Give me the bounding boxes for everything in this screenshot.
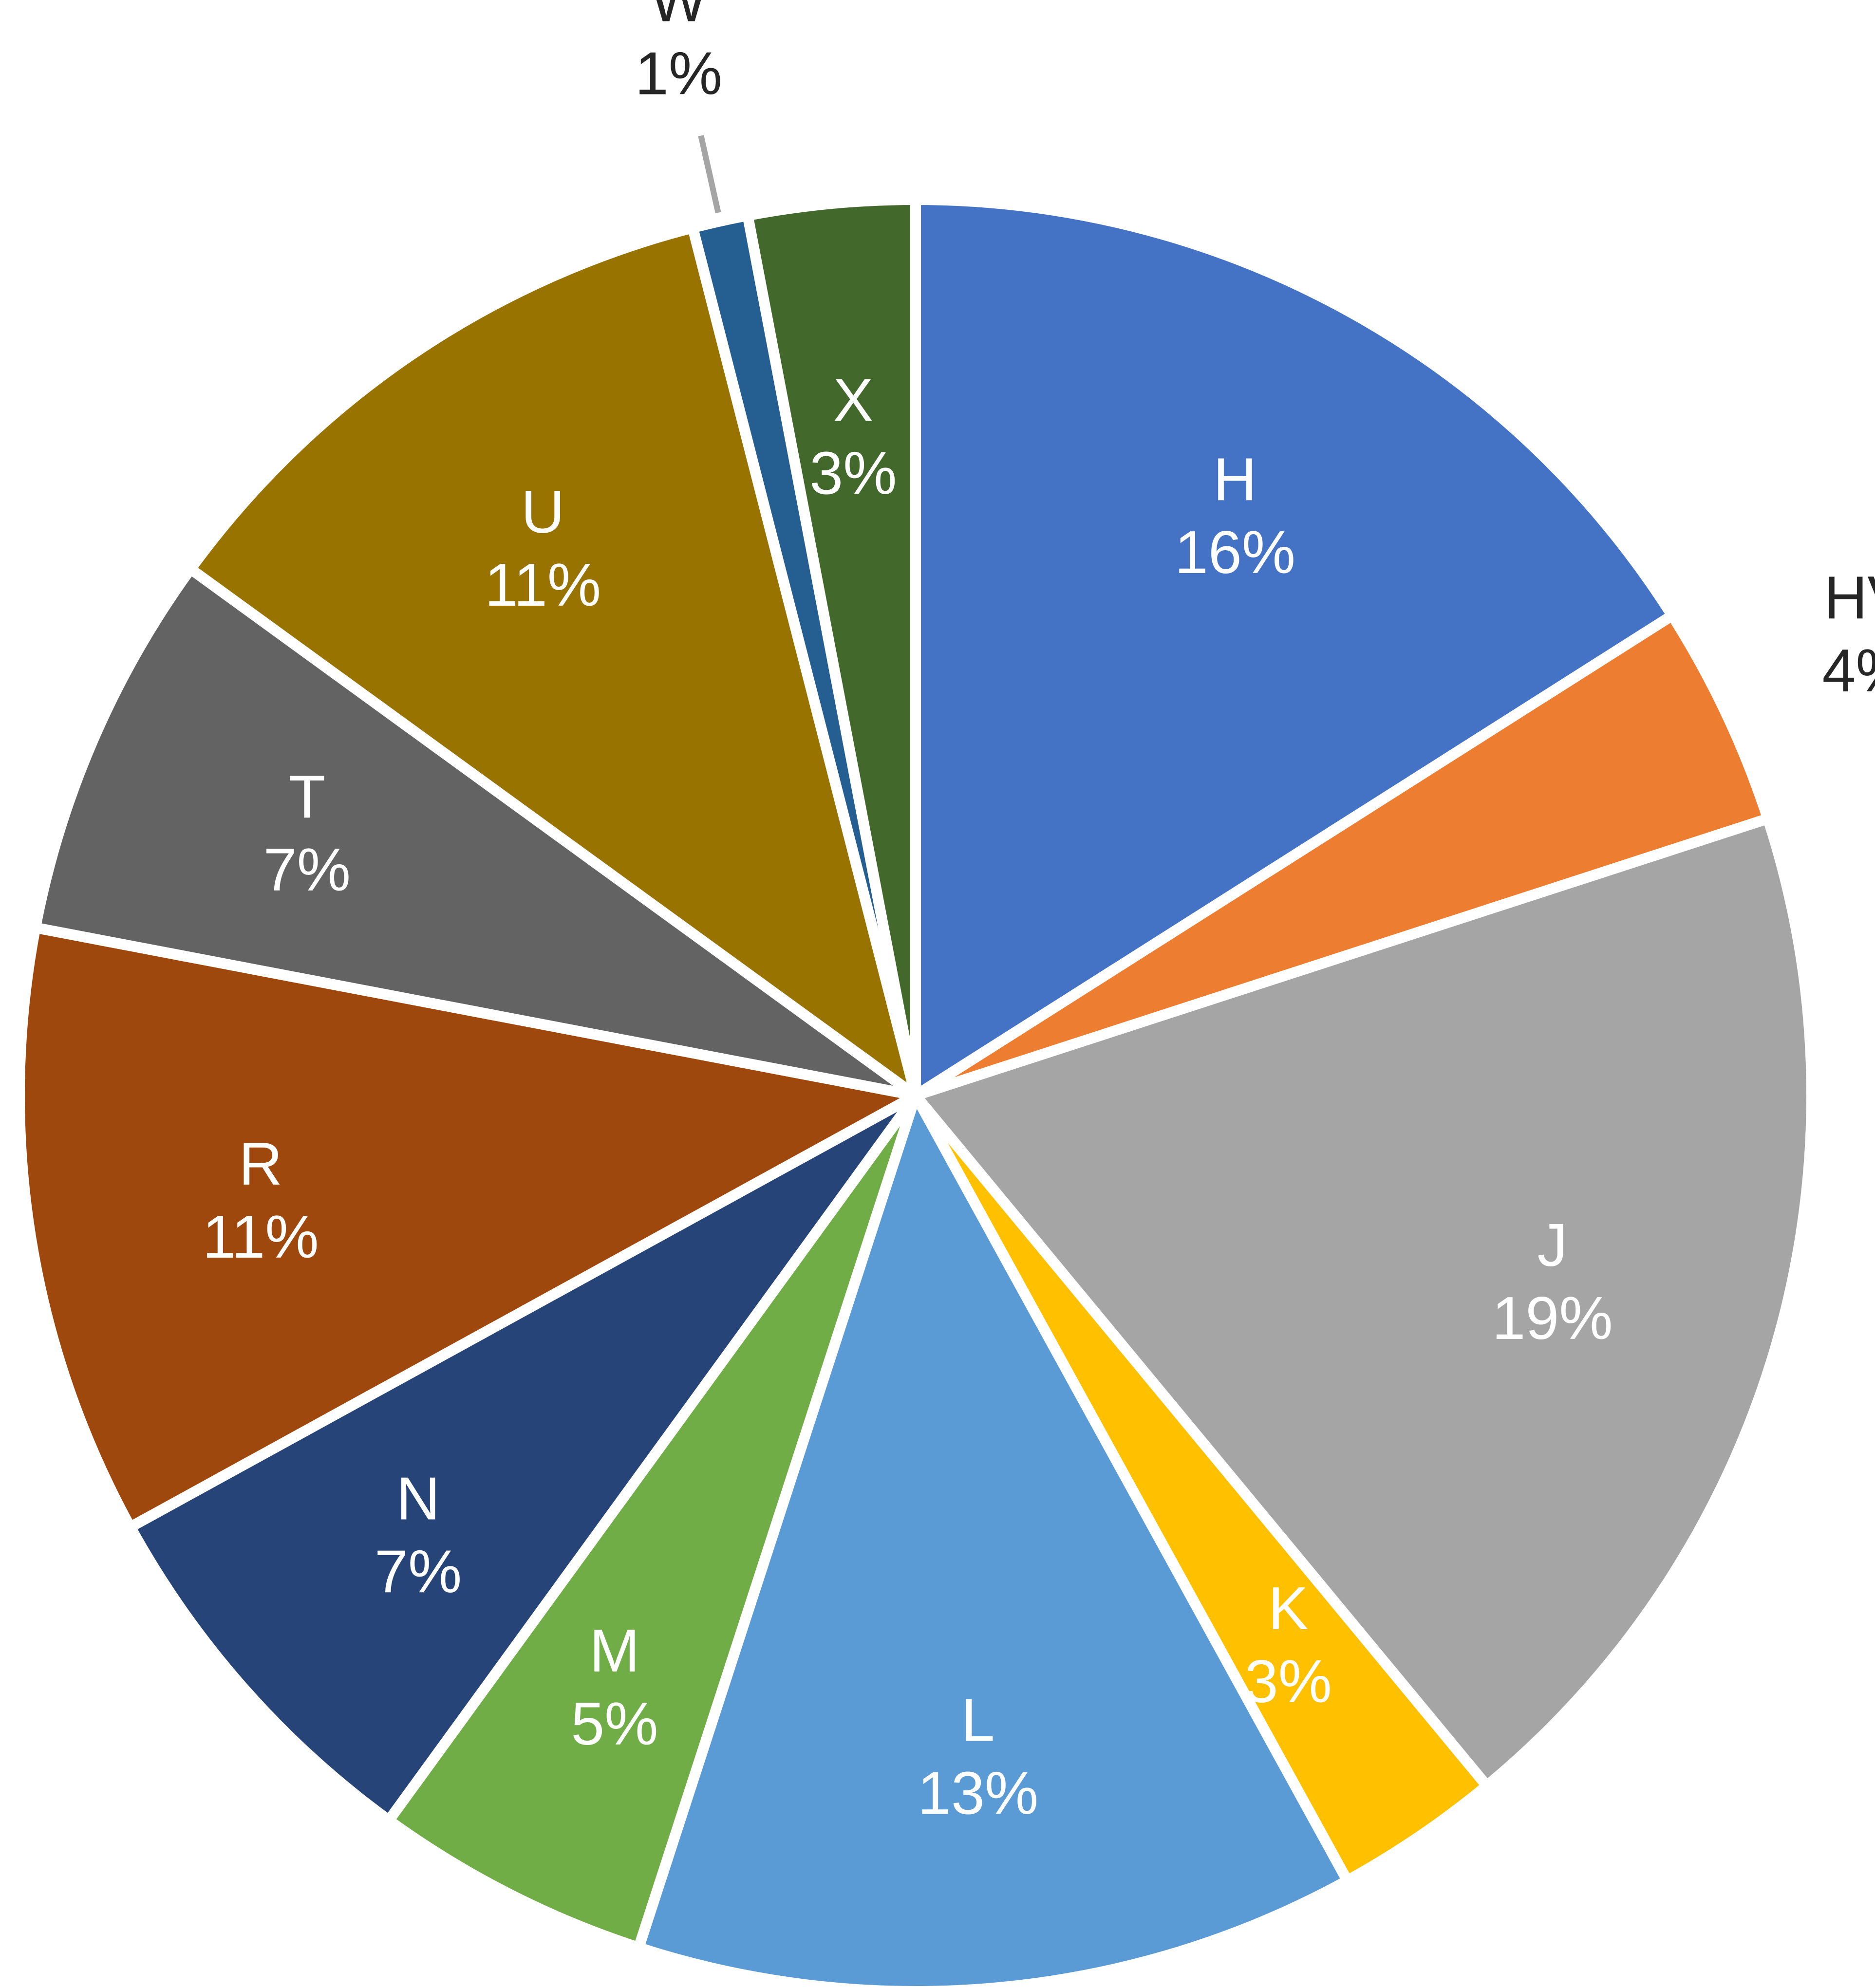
slice-label-name-t: T (289, 763, 326, 831)
slice-label-name-k: K (1268, 1575, 1309, 1642)
slice-label-name-u: U (521, 479, 565, 546)
slice-label-percent-j: 19% (1492, 1285, 1612, 1352)
slice-label-percent-h: 16% (1175, 519, 1295, 586)
slice-label-name-hv: HV (1824, 564, 1875, 632)
pie-slice-hv (913, 608, 1775, 1101)
slice-label-name-n: N (396, 1465, 440, 1532)
pie-slice-j (906, 812, 1817, 1794)
pie-slice-m (381, 1092, 921, 1954)
pie-slice-u (183, 221, 925, 1109)
slice-label-percent-w: 1% (635, 40, 722, 108)
slice-label-name-h: H (1213, 446, 1257, 513)
slice-label-percent-l: 13% (918, 1760, 1038, 1827)
leader-line-w (698, 135, 721, 214)
pie-slices (14, 194, 1817, 1988)
leader-lines (698, 135, 721, 214)
slice-label-name-l: L (961, 1687, 995, 1754)
slice-label-percent-k: 3% (1245, 1648, 1332, 1715)
slice-label-name-x: X (833, 367, 874, 434)
slice-label-name-w: W (650, 0, 707, 35)
slice-label-percent-x: 3% (809, 440, 897, 507)
slice-label-percent-n: 7% (375, 1538, 462, 1605)
slice-label-name-m: M (589, 1617, 639, 1685)
slice-label-percent-m: 5% (571, 1691, 658, 1758)
slice-label-percent-r: 11% (203, 1204, 319, 1271)
pie-slice-n (123, 1091, 920, 1828)
slice-label-percent-hv: 4% (1822, 637, 1875, 705)
slice-label-name-r: R (239, 1131, 282, 1198)
slice-labels: H16%HV4%J19%K3%L13%M5%N7%R11%T7%U11%W1%X… (203, 0, 1875, 1827)
pie-slice-x (741, 194, 921, 1097)
slice-label-percent-u: 11% (485, 552, 601, 619)
pie-slice-h (910, 194, 1680, 1106)
pie-slice-r (14, 921, 932, 1535)
pie-slice-l (632, 1082, 1355, 1988)
pie-slice-t (29, 561, 919, 1101)
slice-label-percent-t: 7% (263, 836, 351, 904)
pie-slice-k (911, 1092, 1495, 1888)
slice-label-name-j: J (1538, 1212, 1568, 1279)
